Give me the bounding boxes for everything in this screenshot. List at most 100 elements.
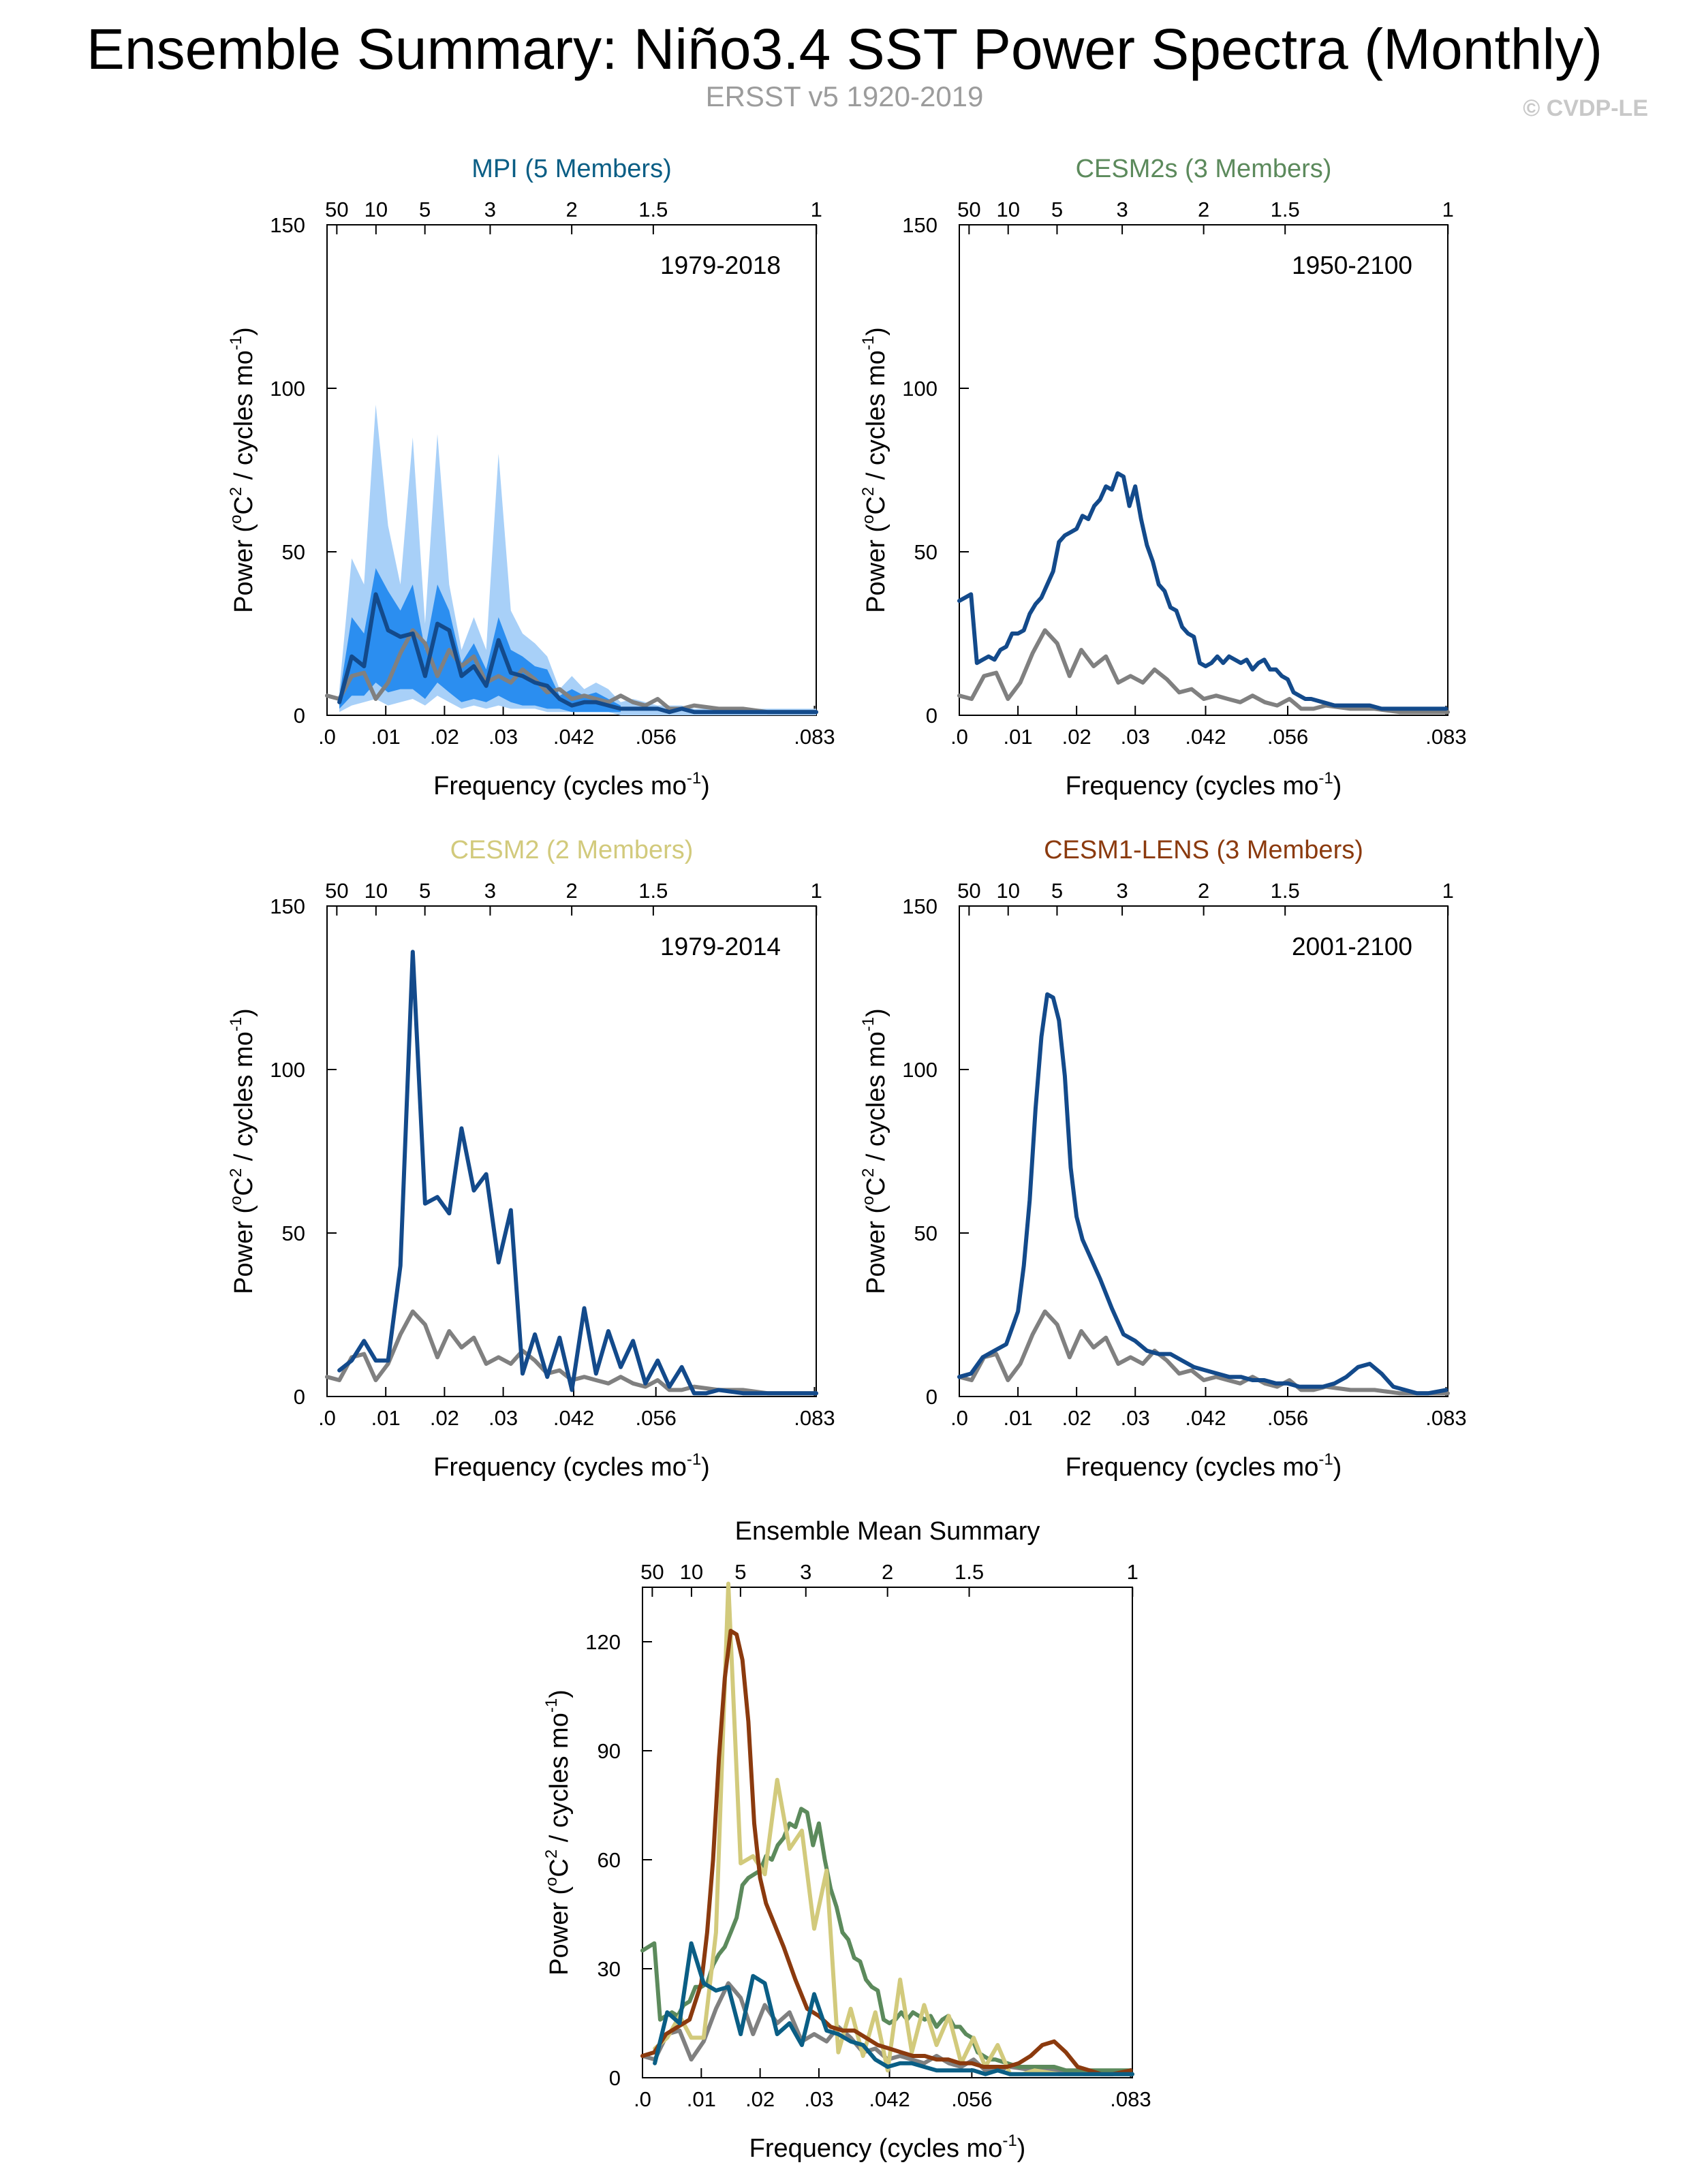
period-label: 1950-2100 <box>1292 251 1412 279</box>
x-tick-label: .02 <box>1062 1406 1091 1430</box>
period-tick-label: 2 <box>882 1560 893 1584</box>
period-tick-label: 5 <box>419 879 431 903</box>
page-title: Ensemble Summary: Niño3.4 SST Power Spec… <box>86 17 1603 81</box>
y-tick-label: 150 <box>270 213 305 237</box>
period-label: 2001-2100 <box>1292 933 1412 961</box>
chart-panel-3: CESM2 (2 Members) 1979-2014 .0 .01 .02 .03 .04… <box>227 836 835 1482</box>
period-tick-label: 5 <box>419 198 431 221</box>
y-axis-title: Power (oC2 / cycles mo-1) <box>227 1008 258 1294</box>
y-axis-title: Power (oC2 / cycles mo-1) <box>227 327 258 613</box>
x-tick-label: .056 <box>1267 725 1308 749</box>
plot-frame <box>326 905 817 1397</box>
period-tick-label: 2 <box>566 198 578 221</box>
y-tick-label: 100 <box>902 1058 938 1082</box>
page-subtitle: ERSST v5 1920-2019 <box>705 80 984 112</box>
ensemble-range-band <box>339 405 817 715</box>
period-tick-label: 10 <box>365 879 388 903</box>
period-label: 1979-2014 <box>660 933 781 961</box>
observed-spectrum-line <box>957 628 1450 715</box>
x-axis-title: Frequency (cycles mo-1) <box>433 769 710 800</box>
period-tick-label: 3 <box>800 1560 811 1584</box>
y-axis-title: Power (oC2 / cycles mo-1) <box>859 327 890 613</box>
period-tick-label: 3 <box>1116 198 1128 221</box>
x-tick-label: .02 <box>430 1406 459 1430</box>
x-tick-label: .042 <box>1185 1406 1226 1430</box>
x-tick-label: .042 <box>1185 725 1226 749</box>
x-tick-label: .0 <box>318 1406 336 1430</box>
x-tick-label: .03 <box>1121 1406 1150 1430</box>
y-tick-label: 150 <box>270 894 305 918</box>
period-tick-label: 1.5 <box>638 198 668 221</box>
ensemble-mean-line <box>957 992 1448 1396</box>
y-tick-label: 90 <box>598 1739 621 1763</box>
x-tick-label: .03 <box>1121 725 1150 749</box>
x-axis-title: Frequency (cycles mo-1) <box>1066 769 1342 800</box>
y-tick-label: 60 <box>598 1848 621 1872</box>
y-axis-title: Power (oC2 / cycles mo-1) <box>859 1008 890 1294</box>
x-tick-label: .01 <box>371 725 401 749</box>
observed-spectrum-line <box>957 1309 1450 1396</box>
copyright-watermark: © CVDP-LE <box>1523 95 1648 121</box>
period-tick-label: 10 <box>996 198 1019 221</box>
x-tick-label: .083 <box>1425 1406 1466 1430</box>
period-tick-label: 1.5 <box>1271 879 1300 903</box>
period-tick-label: 2 <box>566 879 578 903</box>
ensemble-mean-line <box>337 592 818 715</box>
chart-panel-4: CESM1-LENS (3 Members) 2001-2100 .0 .01 .02.… <box>859 836 1467 1482</box>
summary-title: Ensemble Mean Summary <box>735 1517 1040 1546</box>
period-label: 1979-2018 <box>660 251 781 279</box>
period-tick-label: 5 <box>1051 879 1063 903</box>
period-tick-label: 3 <box>484 879 496 903</box>
period-tick-label: 1.5 <box>1271 198 1300 221</box>
panel-title: CESM2 (2 Members) <box>450 836 694 864</box>
x-tick-label: .0 <box>950 725 968 749</box>
y-tick-label: 150 <box>902 894 938 918</box>
chart-panel-5: Ensemble Mean Summary .0 .01 .02 .03 .042 .056… <box>542 1517 1151 2163</box>
x-tick-label: .03 <box>489 725 518 749</box>
x-tick-label: .0 <box>318 725 336 749</box>
y-tick-label: 0 <box>926 1385 938 1409</box>
y-tick-label: 50 <box>914 540 938 564</box>
plot-frame <box>959 224 1448 716</box>
period-tick-label: 1 <box>1442 198 1454 221</box>
period-tick-label: 2 <box>1198 879 1209 903</box>
y-tick-label: 50 <box>282 1221 305 1245</box>
y-tick-label: 0 <box>294 704 305 728</box>
y-tick-label: 100 <box>270 1058 305 1082</box>
x-tick-label: .083 <box>1110 2087 1151 2111</box>
period-tick-label: 1 <box>1442 879 1454 903</box>
period-tick-label: 10 <box>996 879 1019 903</box>
period-tick-label: 50 <box>957 879 980 903</box>
y-tick-label: 50 <box>282 540 305 564</box>
y-tick-label: 0 <box>609 2066 621 2090</box>
y-tick-label: 100 <box>270 377 305 401</box>
period-tick-label: 10 <box>680 1560 703 1584</box>
x-tick-label: .0 <box>634 2087 651 2111</box>
x-tick-label: .083 <box>794 725 835 749</box>
y-tick-label: 30 <box>598 1957 621 1981</box>
y-tick-label: 0 <box>294 1385 305 1409</box>
x-tick-label: .056 <box>636 725 677 749</box>
y-tick-label: 50 <box>914 1221 938 1245</box>
period-tick-label: 50 <box>640 1560 664 1584</box>
x-axis-title: Frequency (cycles mo-1) <box>749 2132 1026 2163</box>
period-tick-label: 2 <box>1198 198 1209 221</box>
x-tick-label: .01 <box>687 2087 716 2111</box>
x-tick-label: .01 <box>371 1406 401 1430</box>
x-tick-label: .01 <box>1004 725 1033 749</box>
y-tick-label: 100 <box>902 377 938 401</box>
period-tick-label: 50 <box>325 879 348 903</box>
panel-title: CESM1-LENS (3 Members) <box>1044 836 1363 864</box>
y-tick-label: 0 <box>926 704 938 728</box>
period-tick-label: 5 <box>734 1560 746 1584</box>
x-axis-title: Frequency (cycles mo-1) <box>1066 1450 1342 1482</box>
x-axis-title: Frequency (cycles mo-1) <box>433 1450 710 1482</box>
summary-line-cesm1-lens <box>640 1629 1133 2076</box>
ensemble-mean-line <box>337 950 818 1396</box>
x-tick-label: .02 <box>430 725 459 749</box>
period-tick-label: 3 <box>484 198 496 221</box>
x-tick-label: .03 <box>489 1406 518 1430</box>
x-tick-label: .042 <box>553 725 594 749</box>
period-tick-label: 3 <box>1116 879 1128 903</box>
